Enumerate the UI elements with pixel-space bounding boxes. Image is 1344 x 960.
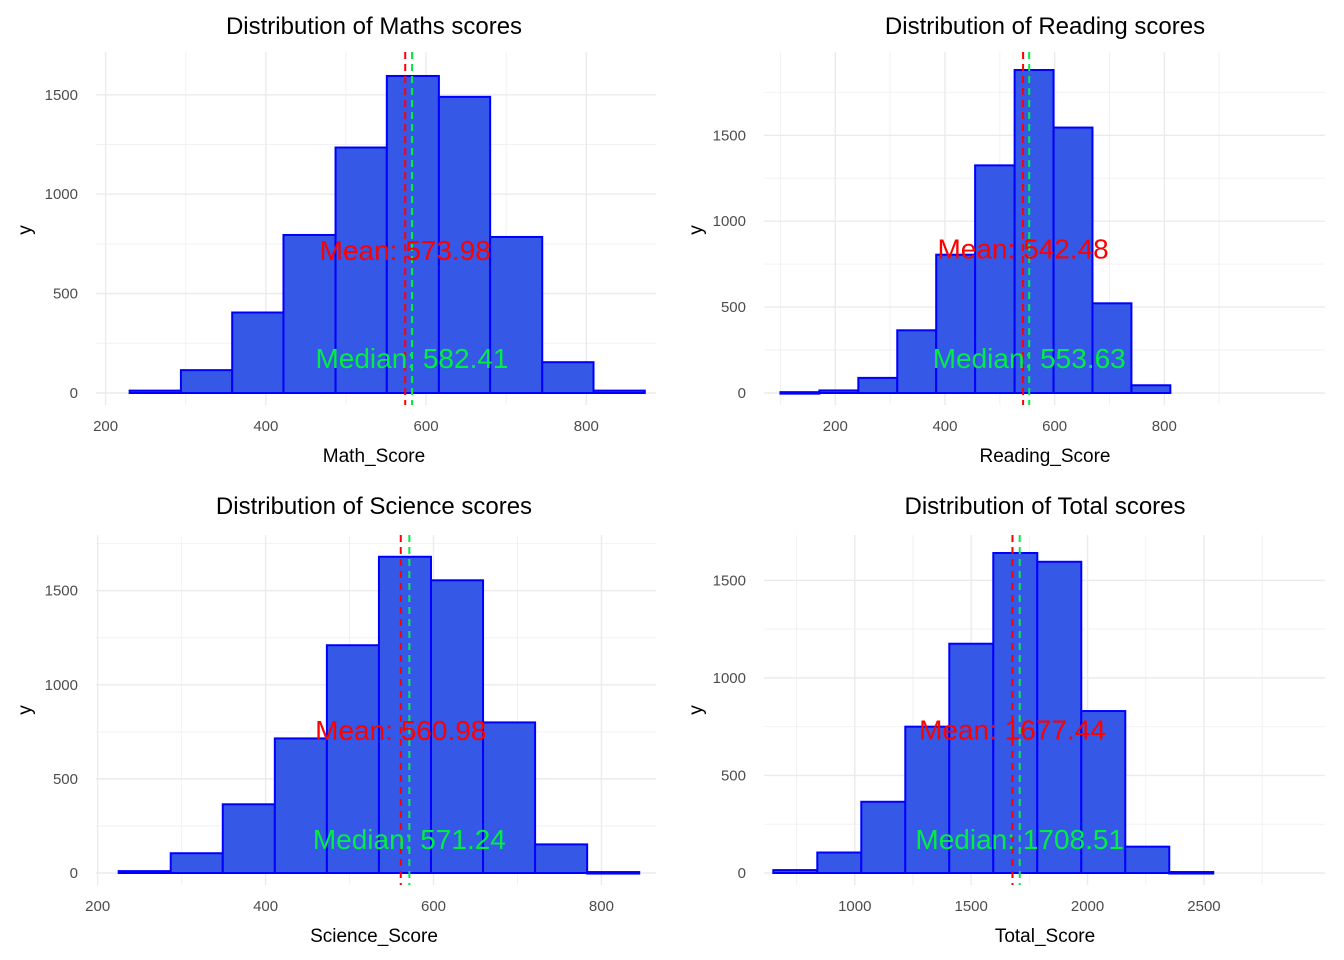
y-tick-label: 500 (53, 771, 78, 788)
x-tick-label: 1500 (954, 898, 987, 915)
x-tick-label: 1000 (838, 898, 871, 915)
histogram-bar (818, 389, 860, 395)
histogram-bar (128, 389, 182, 395)
histogram-bar (179, 369, 234, 395)
y-tick-label: 1000 (713, 213, 746, 230)
histogram-bar (816, 851, 863, 875)
chart-title: Distribution of Reading scores (885, 13, 1205, 40)
chart-title: Distribution of Science scores (216, 493, 532, 520)
y-tick-label: 0 (738, 865, 746, 882)
y-tick-label: 500 (721, 299, 746, 316)
x-tick-label: 600 (414, 418, 439, 435)
x-tick-label: 800 (1152, 418, 1177, 435)
x-tick-label: 600 (1042, 418, 1067, 435)
histogram-bar (482, 721, 537, 874)
mean-annotation: Mean: 573.98 (320, 235, 491, 266)
x-tick-label: 2000 (1071, 898, 1104, 915)
y-tick-label: 500 (721, 767, 746, 784)
chart-title: Distribution of Maths scores (226, 13, 522, 40)
y-axis-label: y (15, 225, 36, 235)
y-tick-label: 1000 (713, 670, 746, 687)
histogram-bar (779, 391, 821, 395)
mean-annotation: Mean: 1677.44 (919, 715, 1106, 746)
y-tick-label: 1500 (45, 87, 78, 104)
histogram-bar (221, 803, 276, 875)
y-tick-label: 1000 (45, 186, 78, 203)
y-tick-label: 0 (738, 385, 746, 402)
y-tick-label: 0 (70, 385, 78, 402)
histogram-bar (904, 725, 951, 874)
histogram-bar (1013, 69, 1055, 394)
histogram-bar (857, 376, 899, 395)
panel-2: 200 400 600 800 0 500 1000 1500 Mean: 542.48 Medi… (686, 13, 1325, 467)
x-tick-label: 200 (85, 898, 110, 915)
median-annotation: Median: 1708.51 (915, 824, 1124, 855)
histogram-bar (1052, 126, 1094, 395)
y-axis-label: y (686, 705, 707, 715)
histogram-bar (489, 235, 544, 394)
panel-3: 200 400 600 800 0 500 1000 1500 Mean: 560.98 Medi… (15, 493, 656, 947)
histogram-bar (1130, 384, 1172, 394)
histogram-bar (1080, 710, 1127, 874)
panel-1: 200 400 600 800 0 500 1000 1500 Mean: 573.98 Medi… (15, 13, 656, 467)
mean-annotation: Mean: 560.98 (315, 715, 486, 746)
histogram-bar (325, 644, 380, 874)
x-tick-label: 600 (421, 898, 446, 915)
x-axis-label: Math_Score (323, 446, 425, 467)
y-tick-label: 1500 (713, 127, 746, 144)
x-tick-label: 400 (253, 418, 278, 435)
histogram-bar (586, 871, 641, 875)
histogram-bar (935, 253, 977, 394)
x-tick-label: 400 (932, 418, 957, 435)
panel-4: 1000 1500 2000 2500 0 500 1000 1500 Mean: 1677.4… (686, 493, 1325, 947)
histogram-bar (772, 869, 819, 875)
chart-title: Distribution of Total scores (904, 493, 1185, 520)
median-annotation: Median: 571.24 (313, 824, 506, 855)
x-tick-label: 400 (253, 898, 278, 915)
histogram-bar (273, 737, 328, 874)
histogram-bar (1091, 302, 1133, 394)
y-axis-label: y (686, 225, 707, 235)
histogram-bar (1168, 871, 1215, 875)
mean-annotation: Mean: 542.48 (937, 234, 1108, 265)
x-tick-label: 800 (574, 418, 599, 435)
x-axis-label: Reading_Score (980, 446, 1111, 467)
histogram-bar (592, 389, 646, 395)
median-annotation: Median: 582.41 (315, 343, 508, 374)
histogram-bar (169, 852, 224, 874)
x-tick-label: 200 (93, 418, 118, 435)
histogram-bar (534, 843, 589, 875)
y-tick-label: 1500 (713, 572, 746, 589)
histogram-bar (231, 311, 285, 395)
histogram-bar (541, 361, 595, 394)
median-annotation: Median: 553.63 (933, 343, 1126, 374)
x-tick-label: 2500 (1187, 898, 1220, 915)
histogram-bar (860, 800, 907, 875)
histogram-bar (429, 579, 485, 874)
x-axis-label: Science_Score (310, 926, 438, 947)
x-axis-label: Total_Score (995, 926, 1095, 947)
y-tick-label: 500 (53, 286, 78, 303)
histogram-bar (117, 870, 172, 875)
y-tick-label: 0 (70, 865, 78, 882)
x-tick-label: 800 (589, 898, 614, 915)
x-tick-label: 200 (823, 418, 848, 435)
y-axis-label: y (15, 705, 36, 715)
histogram-bar (896, 329, 938, 394)
y-tick-label: 1500 (45, 583, 78, 600)
y-tick-label: 1000 (45, 677, 78, 694)
histogram-bar (1124, 845, 1171, 874)
